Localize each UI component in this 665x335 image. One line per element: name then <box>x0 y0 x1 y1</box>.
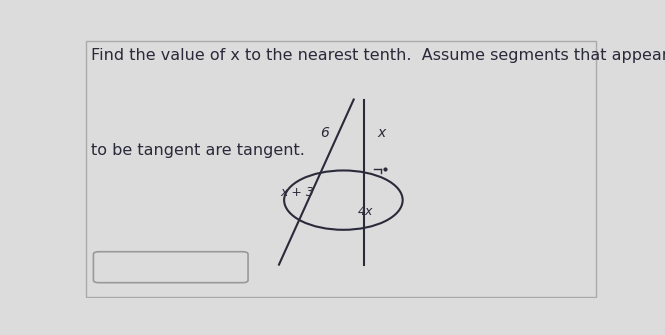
Text: 6: 6 <box>320 126 329 140</box>
Text: Find the value of x to the nearest tenth.  Assume segments that appear: Find the value of x to the nearest tenth… <box>91 48 665 63</box>
Text: x: x <box>377 126 385 140</box>
Text: 4x: 4x <box>358 205 373 218</box>
FancyBboxPatch shape <box>93 252 248 283</box>
Text: to be tangent are tangent.: to be tangent are tangent. <box>91 143 305 158</box>
Text: x + 3: x + 3 <box>280 186 314 199</box>
